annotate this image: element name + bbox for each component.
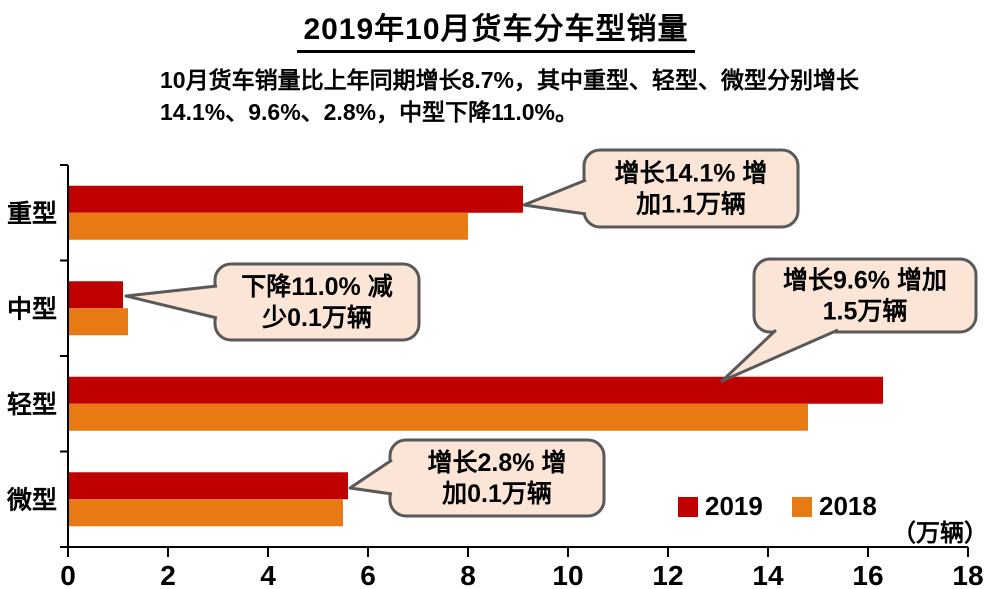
callout-text-重型-line2: 加1.1万辆 (635, 191, 746, 219)
category-label-中型: 中型 (7, 295, 57, 323)
subtitle-line-1: 10月货车销量比上年同期增长8.7%，其中重型、轻型、微型分别增长 (160, 67, 860, 93)
subtitle-line-2: 14.1%、9.6%、2.8%，中型下降11.0%。 (160, 99, 579, 125)
callout-text-重型-line1: 增长14.1% 增 (615, 159, 768, 188)
x-tick-label-12: 12 (652, 560, 683, 589)
x-tick-label-18: 18 (952, 560, 983, 589)
callout-box-轻型 (752, 257, 978, 334)
x-tick-label-16: 16 (852, 560, 883, 589)
callout-text-中型-line1: 下降11.0% 减 (241, 273, 392, 301)
bar-微型-2019 (68, 472, 348, 500)
bar-微型-2018 (68, 499, 343, 527)
callout-tail-轻型 (720, 328, 839, 383)
legend-swatch-2019 (678, 497, 698, 517)
x-tick-label-2: 2 (160, 560, 176, 589)
callout-tail-微型 (348, 458, 393, 496)
bar-轻型-2018 (68, 403, 808, 431)
callout-text-微型-line1: 增长2.8% 增 (428, 448, 567, 477)
bar-轻型-2019 (68, 376, 883, 404)
bar-重型-2018 (68, 212, 468, 240)
category-label-微型: 微型 (6, 486, 57, 514)
bar-重型-2019 (68, 185, 523, 213)
category-label-轻型: 轻型 (7, 391, 57, 419)
x-tick-label-4: 4 (260, 560, 276, 589)
title-wrap: 2019年10月货车分车型销量 (0, 4, 992, 53)
x-tick-label-8: 8 (460, 560, 476, 589)
callout-text-轻型-line1: 增长9.6% 增加 (783, 266, 947, 295)
callout-tail-重型 (522, 178, 587, 216)
x-tick-label-0: 0 (60, 560, 76, 589)
category-label-重型: 重型 (7, 200, 57, 228)
callout-text-轻型-line2: 1.5万辆 (823, 298, 908, 326)
legend-label-2019: 2019 (705, 491, 763, 521)
legend-label-2018: 2018 (819, 491, 877, 521)
callout-text-中型-line2: 少0.1万辆 (261, 304, 372, 332)
callout-text-微型-line2: 加0.1万辆 (441, 480, 552, 508)
callout-tail-中型 (124, 284, 218, 320)
chart-subtitle: 10月货车销量比上年同期增长8.7%，其中重型、轻型、微型分别增长 14.1%、… (160, 64, 859, 128)
bar-中型-2019 (68, 281, 123, 309)
x-tick-label-6: 6 (360, 560, 376, 589)
axis-unit-label: （万辆） (892, 520, 988, 547)
chart-title: 2019年10月货车分车型销量 (297, 4, 695, 53)
legend-swatch-2018 (792, 497, 812, 517)
x-tick-label-10: 10 (552, 560, 583, 589)
bar-中型-2018 (68, 308, 128, 336)
x-tick-label-14: 14 (752, 560, 784, 589)
